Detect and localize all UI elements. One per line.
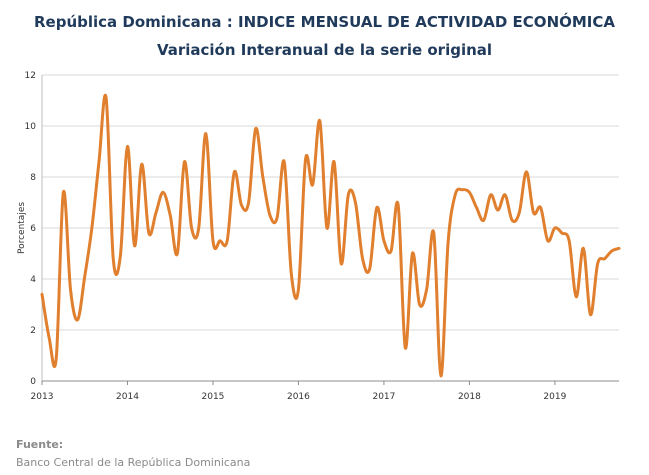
source-label: Fuente:	[16, 438, 64, 451]
y-tick-label: 12	[25, 71, 36, 81]
x-tick-label: 2014	[116, 392, 139, 402]
chart-title: República Dominicana : INDICE MENSUAL DE…	[34, 13, 615, 31]
y-tick-label: 10	[25, 122, 37, 132]
y-tick-label: 6	[30, 224, 36, 234]
x-tick-labels: 2013 2014 2015 2016 2017 2018 2019	[31, 392, 567, 402]
y-tick-label: 4	[30, 275, 36, 285]
x-tick-label: 2016	[287, 392, 310, 402]
series-line	[40, 93, 621, 378]
chart-subtitle: Variación Interanual de la serie origina…	[156, 41, 493, 59]
x-tick-label: 2017	[372, 392, 395, 402]
y-tick-label: 8	[30, 173, 36, 183]
series-group	[40, 93, 621, 378]
x-tick-label: 2019	[543, 392, 566, 402]
y-tick-label: 0	[30, 377, 36, 387]
x-tick-label: 2015	[202, 392, 225, 402]
source-text: Banco Central de la República Dominicana	[16, 456, 251, 469]
axes	[41, 75, 619, 385]
y-axis-label: Porcentajes	[17, 202, 27, 254]
y-tick-labels: 0 2 4 6 8 10 12	[25, 71, 37, 387]
x-tick-label: 2018	[458, 392, 481, 402]
x-tick-label: 2013	[31, 392, 54, 402]
y-tick-label: 2	[30, 326, 36, 336]
